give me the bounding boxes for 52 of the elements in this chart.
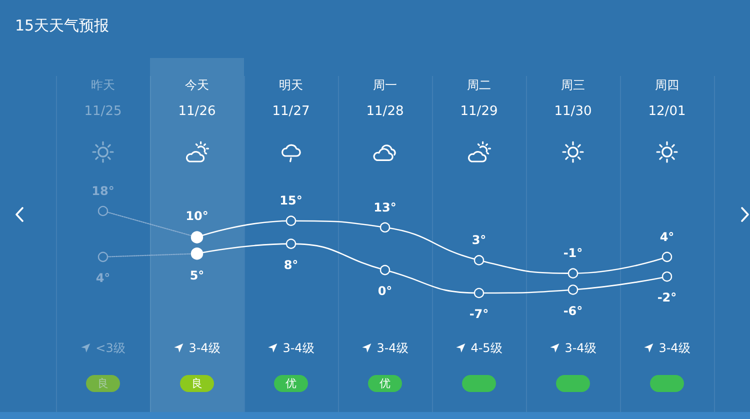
text: 周四 — [655, 78, 679, 92]
point — [474, 288, 484, 298]
x-tick-label: 11/28 — [366, 104, 404, 119]
text: 3-4级 — [376, 341, 408, 355]
point — [568, 284, 578, 295]
text: 3-4级 — [658, 341, 690, 355]
x-tick-label: 12/01 — [648, 104, 686, 119]
data-label: -7° — [469, 307, 489, 322]
text: 周三 — [561, 78, 585, 92]
data-label: -6° — [563, 304, 583, 318]
text: 昨天 — [91, 78, 115, 92]
point — [380, 222, 390, 232]
point — [568, 268, 578, 278]
badge: 优 — [274, 375, 308, 392]
text: 3-4级 — [564, 341, 596, 355]
data-label: 3° — [472, 233, 486, 248]
text: 周一 — [373, 78, 397, 92]
data-label: 4° — [96, 271, 110, 286]
data-label: -1° — [563, 246, 583, 260]
point — [98, 252, 108, 262]
text: <3级 — [96, 341, 126, 355]
point — [474, 255, 484, 266]
point — [380, 264, 390, 276]
data-label: 0° — [378, 284, 392, 298]
badge: 良 — [86, 375, 120, 392]
point — [98, 206, 108, 216]
data-label: -2° — [657, 290, 677, 305]
text: 4-5级 — [470, 341, 502, 355]
text: 3-4级 — [282, 341, 314, 355]
text: 3-4级 — [188, 341, 220, 355]
data-label: 13° — [374, 200, 396, 214]
badge: 优 — [368, 375, 402, 392]
x-tick-label: 11/27 — [272, 104, 310, 119]
data-label: 8° — [284, 258, 298, 272]
text: 今天 — [185, 78, 209, 92]
x-tick-label: 11/25 — [84, 104, 122, 119]
badge: 良 — [180, 375, 214, 392]
data-label: 18° — [92, 184, 114, 198]
point — [662, 252, 672, 262]
text: 周二 — [467, 78, 491, 92]
point — [286, 216, 296, 226]
chart-title: 15天天气预报 — [15, 16, 110, 34]
x-tick-label: 11/29 — [460, 104, 498, 119]
text: 明天 — [279, 78, 303, 92]
data-label: 4° — [660, 230, 674, 244]
data-label: 10° — [186, 209, 208, 224]
data-label: 15° — [280, 194, 302, 208]
x-tick-label: 11/30 — [554, 104, 592, 119]
x-tick-label: 11/26 — [178, 104, 216, 119]
point — [662, 272, 672, 282]
point — [286, 238, 296, 249]
data-label: 5° — [190, 268, 204, 283]
